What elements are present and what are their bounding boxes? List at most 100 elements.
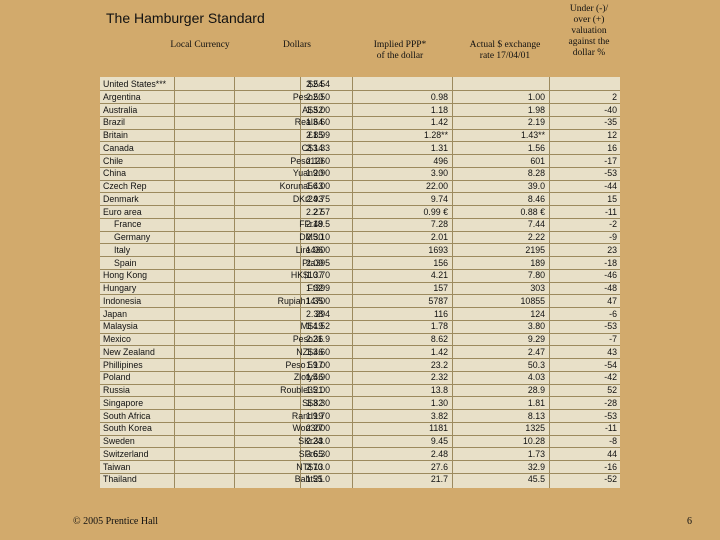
exchange-rate-cell: 2195 <box>525 244 545 255</box>
row-divider <box>100 205 620 207</box>
exchange-rate-cell: 9.29 <box>527 334 545 344</box>
table-row: Czech Rep Koruna56.00 1.43 22.00 39.0 -44 <box>100 181 620 191</box>
header-val-line1: Under (-)/ <box>569 4 609 14</box>
valuation-cell: 43 <box>607 346 617 357</box>
header-rate-line2: rate 17/04/01 <box>479 51 531 61</box>
dollars-cell: 2.33 <box>306 436 324 446</box>
row-divider <box>100 307 620 309</box>
row-divider <box>100 409 620 411</box>
table-row: Taiwan NT$70.0 2.13 27.6 32.9 -16 <box>100 462 620 472</box>
local-currency-cell: NT$70.0 <box>296 461 330 472</box>
exchange-rate-cell: 1.73 <box>527 448 545 459</box>
valuation-cell: -52 <box>604 474 617 485</box>
local-currency-cell: Won3000 <box>292 423 331 434</box>
header-val-line3: valuation <box>571 26 607 36</box>
valuation-cell: -18 <box>604 257 617 268</box>
row-divider <box>100 268 620 270</box>
valuation-cell: 2 <box>612 91 617 102</box>
header-local-currency: Local Currency <box>160 40 240 51</box>
table-row: Australia A$3.00 1.52 1.18 1.98 -40 <box>100 105 620 115</box>
valuation-cell: 12 <box>607 130 617 140</box>
country-cell: Poland <box>103 372 131 383</box>
exchange-rate-cell: 39.0 <box>527 181 545 191</box>
header-ppp-line1: Implied PPP* <box>373 40 427 50</box>
local-currency-cell: M$4.52 <box>300 321 330 332</box>
dollars-cell: 1.37 <box>306 270 324 281</box>
table-row: Russia Rouble35.00 1.21 13.8 28.9 52 <box>100 385 620 395</box>
local-currency-cell: Rand9.70 <box>291 410 330 421</box>
table-row: Canada C$3.33 2.14 1.31 1.56 16 <box>100 143 620 153</box>
country-cell: France <box>114 219 142 230</box>
table-row: Poland Zloty5.90 1.46 2.32 4.03 -42 <box>100 372 620 382</box>
dollars-cell: 2.13 <box>306 461 324 472</box>
local-currency-cell: $2.54 <box>307 79 330 89</box>
row-divider <box>100 128 620 130</box>
table-row: United States*** $2.54 2.54 <box>100 79 620 89</box>
implied-ppp-cell: 0.99 € <box>423 206 448 217</box>
country-cell: Switzerland <box>103 448 149 459</box>
exchange-rate-cell: 8.28 <box>527 168 545 179</box>
row-divider <box>100 179 620 181</box>
copyright-footer: © 2005 Prentice Hall <box>73 516 159 527</box>
implied-ppp-cell: 9.45 <box>430 436 448 446</box>
local-currency-cell: Peso 59.00 <box>285 359 330 370</box>
implied-ppp-cell: 1.31 <box>430 142 448 153</box>
implied-ppp-cell: 27.6 <box>430 461 448 472</box>
implied-ppp-cell: 157 <box>433 283 448 293</box>
exchange-rate-cell: 0.88 € <box>520 206 545 217</box>
exchange-rate-cell: 50.3 <box>527 359 545 370</box>
exchange-rate-cell: 303 <box>530 283 545 293</box>
dollars-cell: 2.54 <box>306 79 324 89</box>
table-row: Brazil Real3.60 1.64 1.42 2.19 -35 <box>100 117 620 127</box>
exchange-rate-cell: 28.9 <box>527 385 545 395</box>
exchange-rate-cell: 1.98 <box>527 104 545 115</box>
dollars-cell: 1.46 <box>306 346 324 357</box>
header-rate-line1: Actual $ exchange <box>469 40 541 50</box>
row-divider <box>100 294 620 296</box>
local-currency-cell: SKr24.0 <box>298 436 330 446</box>
header-dollars: Dollars <box>272 40 322 51</box>
implied-ppp-cell: 4.21 <box>430 270 448 281</box>
table-row: Argentina Peso2.50 2.50 0.98 1.00 2 <box>100 92 620 102</box>
table-row: France FFr18.5 2.49 7.28 7.44 -2 <box>100 219 620 229</box>
row-divider <box>100 166 620 168</box>
dollars-cell: 1.82 <box>306 397 324 408</box>
table-row: Hong Kong HK$10.70 1.37 4.21 7.80 -46 <box>100 270 620 280</box>
implied-ppp-cell: 1.28** <box>424 130 448 140</box>
row-divider <box>100 332 620 334</box>
valuation-cell: -46 <box>604 270 617 281</box>
dollars-cell: 2.38 <box>306 308 324 319</box>
row-divider <box>100 319 620 321</box>
row-divider <box>100 217 620 219</box>
valuation-cell: 23 <box>607 244 617 255</box>
table-row: Spain Pta395 2.09 156 189 -18 <box>100 258 620 268</box>
dollars-cell: 1.35 <box>306 295 324 306</box>
header-val-line2: over (+) <box>573 15 605 25</box>
row-divider <box>100 472 620 474</box>
dollars-cell: 2.30 <box>306 232 324 242</box>
dollars-cell: 1.96 <box>306 244 324 255</box>
row-divider <box>100 281 620 283</box>
row-divider <box>100 115 620 117</box>
header-valuation: Under (-)/ over (+) valuation against th… <box>555 4 623 59</box>
valuation-cell: -16 <box>604 461 617 472</box>
local-currency-cell: Baht55.0 <box>294 474 330 485</box>
dollars-cell: 1.21 <box>306 474 324 485</box>
dollars-cell: 1.46 <box>306 372 324 383</box>
implied-ppp-cell: 3.82 <box>430 410 448 421</box>
valuation-cell: -40 <box>604 104 617 115</box>
valuation-cell: 16 <box>607 142 617 153</box>
valuation-cell: -48 <box>604 283 617 293</box>
valuation-cell: -44 <box>604 181 617 191</box>
country-cell: Brazil <box>103 117 125 128</box>
implied-ppp-cell: 8.62 <box>430 334 448 344</box>
table-row: South Africa Rand9.70 1.19 3.82 8.13 -53 <box>100 411 620 421</box>
table-row: New Zealand NZ$3.60 1.46 1.42 2.47 43 <box>100 347 620 357</box>
implied-ppp-cell: 1.18 <box>430 104 448 115</box>
implied-ppp-cell: 21.7 <box>430 474 448 485</box>
dollars-cell: 2.36 <box>306 334 324 344</box>
country-cell: Sweden <box>103 436 135 446</box>
row-divider <box>100 230 620 232</box>
local-currency-cell: Rupiah14700 <box>277 295 330 306</box>
country-cell: Phillipines <box>103 359 143 370</box>
